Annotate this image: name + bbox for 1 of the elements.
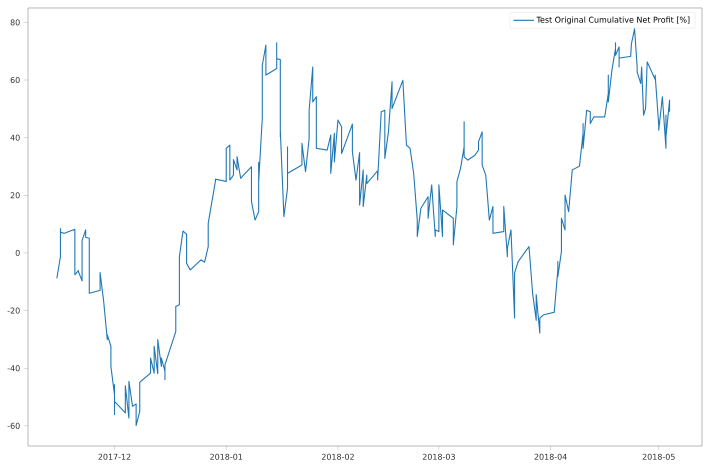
line-series xyxy=(56,28,670,426)
